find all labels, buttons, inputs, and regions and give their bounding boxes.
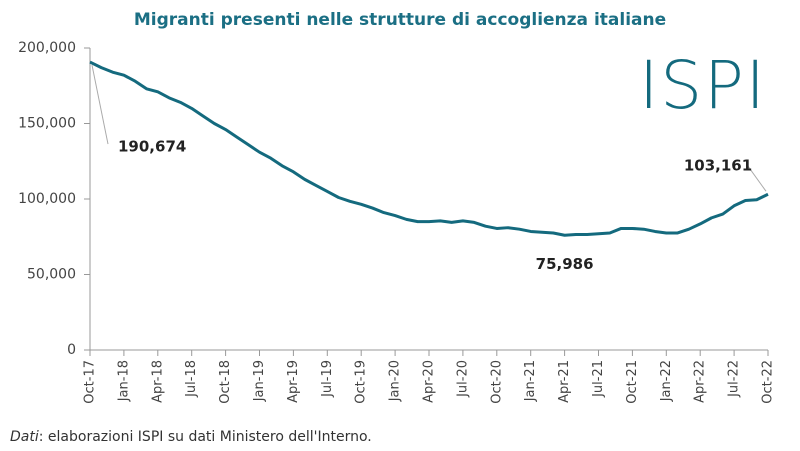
x-tick-label: Apr-20	[422, 360, 437, 403]
source: Dati: elaborazioni ISPI su dati Minister…	[10, 429, 372, 445]
y-tick-label: 200,000	[18, 40, 76, 56]
chart-title: Migranti presenti nelle strutture di acc…	[134, 10, 666, 30]
x-tick-label: Apr-18	[150, 360, 165, 403]
x-tick-label: Jul-19	[320, 360, 335, 398]
x-tick-label: Jan-19	[252, 360, 267, 402]
x-tick-label: Apr-19	[286, 360, 301, 403]
source-label: Dati	[10, 429, 39, 445]
y-tick-label: 150,000	[18, 116, 76, 132]
leader-line	[91, 64, 109, 145]
x-tick-label: Oct-18	[218, 360, 233, 404]
y-tick-label: 100,000	[18, 191, 76, 207]
source-text: : elaborazioni ISPI su dati Ministero de…	[39, 429, 372, 445]
y-tick-label: 50,000	[27, 267, 76, 283]
x-tick-label: Jul-20	[455, 360, 470, 398]
x-tick-label: Apr-21	[557, 360, 572, 403]
x-tick-label: Jan-20	[388, 360, 403, 402]
line	[89, 60, 769, 237]
x-tick-label: Jan-18	[116, 360, 131, 402]
x-tick-label: Jan-21	[523, 360, 538, 402]
x-tick-label: Oct-17	[83, 360, 98, 404]
x-tick-label: Jul-21	[591, 360, 606, 398]
x-tick-label: Jan-22	[659, 360, 674, 402]
x-tick-label: Oct-19	[354, 360, 369, 404]
x-tick-label: Oct-22	[761, 360, 776, 404]
x-tick-label: Oct-21	[625, 360, 640, 404]
value-label: 190,674	[118, 138, 186, 156]
value-label: 103,161	[684, 157, 752, 175]
logo: ISPI	[639, 47, 771, 124]
x-tick-label: Jul-22	[727, 360, 742, 398]
x-tick-label: Oct-20	[489, 360, 504, 404]
y-tick-label: 0	[67, 342, 76, 358]
value-label: 75,986	[536, 255, 594, 273]
leader-line	[747, 165, 767, 192]
x-tick-label: Jul-18	[184, 360, 199, 398]
x-tick-label: Apr-22	[693, 360, 708, 403]
